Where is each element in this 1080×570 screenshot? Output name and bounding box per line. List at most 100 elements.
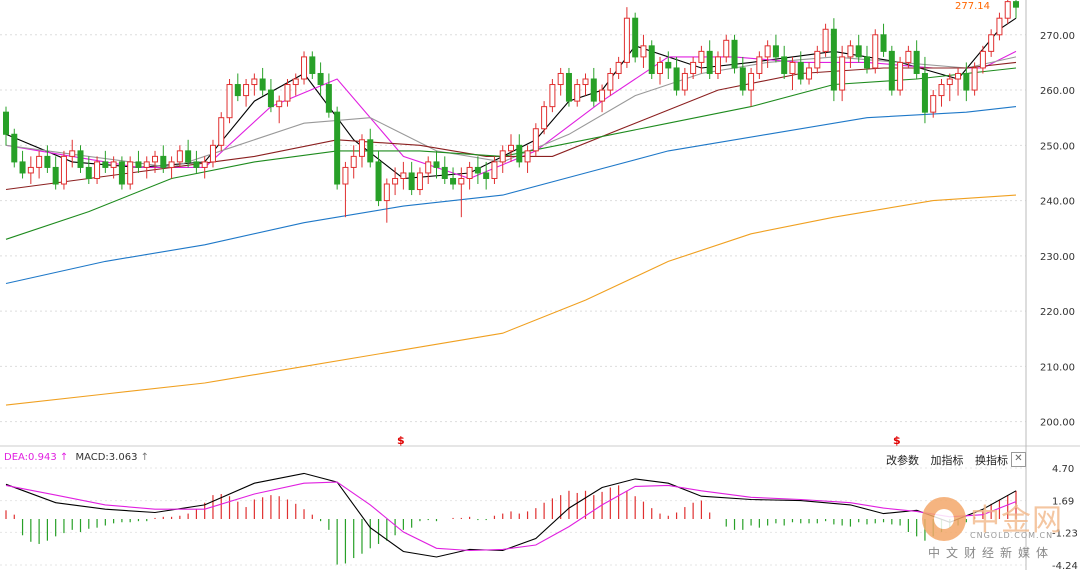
candle-body (872, 34, 879, 69)
candle-body (334, 111, 341, 185)
candle-body (839, 56, 846, 91)
candle-body (416, 172, 423, 191)
price-axis: 270.00 260.00 250.00 240.00 230.00 220.00 210.… (1040, 31, 1075, 429)
candle-body (698, 50, 705, 63)
macd-histogram (5, 485, 1017, 565)
macd-legend-value: MACD:3.063 (75, 452, 138, 463)
candle-body (450, 177, 457, 185)
candle-body (516, 144, 523, 163)
candle-body (69, 150, 76, 157)
candle-body (557, 72, 564, 86)
ma-line-ma30 (5, 61, 1017, 191)
watermark-url: CNGOLD.COM.CN (970, 531, 1054, 540)
close-indicator-button[interactable]: ✕ (1011, 452, 1026, 467)
candle-body (301, 56, 308, 80)
watermark: 中金网 CNGOLD.COM.CN 中文财经新媒体 (920, 495, 1080, 565)
candle-body (640, 45, 647, 58)
candle-body (632, 17, 639, 58)
candle-body (358, 139, 365, 157)
candle-body (60, 155, 67, 185)
candle-body (276, 100, 283, 108)
candle-body (681, 72, 688, 91)
candle-body (863, 56, 870, 69)
candle-body (855, 45, 862, 58)
candle-body (623, 17, 630, 63)
candle-body (483, 172, 490, 179)
candle-body (880, 34, 887, 52)
add-indicator-button[interactable]: 加指标 (930, 454, 964, 467)
candle-body (590, 78, 597, 102)
candle-body (731, 39, 738, 69)
candle-body (508, 144, 514, 152)
candle-body (168, 161, 175, 168)
candle-body (251, 78, 258, 86)
candle-body (466, 166, 473, 179)
candle-body (806, 67, 813, 80)
macd-arrow-icon: ↑ (140, 452, 150, 463)
candle-body (160, 155, 167, 168)
candle-body (764, 45, 771, 58)
candle-body (830, 28, 837, 91)
watermark-logo-icon (922, 497, 966, 541)
candle-body (11, 133, 18, 163)
candle-body (988, 34, 995, 52)
macd-lines (5, 472, 1017, 558)
candle-body (549, 84, 556, 108)
candle-body (1004, 1, 1011, 19)
candle-body (284, 84, 291, 102)
moving-average-lines (5, 17, 1017, 406)
candle-body (77, 150, 84, 168)
candle-body (930, 95, 937, 113)
signal-marker: $ (893, 434, 901, 447)
candle-body (847, 45, 854, 58)
candle-body (44, 155, 51, 168)
candle-body (36, 155, 43, 168)
ma-line-ma250 (5, 194, 1017, 406)
candle-body (913, 50, 920, 74)
y-tick-label: 270.00 (1040, 31, 1075, 42)
candle-body (267, 89, 274, 108)
switch-indicator-button[interactable]: 换指标 (975, 454, 1008, 467)
candle-body (499, 150, 506, 163)
candle-body (565, 72, 572, 102)
watermark-subtitle: 中文财经新媒体 (928, 546, 1055, 560)
candle-body (723, 39, 730, 58)
candle-body (209, 144, 216, 163)
indicator-toolbar: 改参数 加指标 换指标 (886, 452, 1016, 468)
candle-body (185, 150, 192, 163)
candle-body (599, 89, 606, 102)
candle-body (19, 161, 26, 174)
candle-body (234, 84, 241, 97)
candle-body (772, 45, 779, 58)
candle-body (309, 56, 316, 74)
candle-body (52, 166, 59, 185)
candle-body (85, 166, 92, 179)
candle-body (888, 50, 895, 91)
candle-body (706, 50, 713, 74)
candle-body (739, 67, 746, 91)
change-params-button[interactable]: 改参数 (886, 454, 919, 467)
candlesticks (3, 0, 1019, 223)
candle-body (756, 56, 763, 74)
candle-body (135, 161, 142, 168)
y-tick-label: 250.00 (1040, 141, 1075, 152)
candle-body (350, 155, 357, 168)
candle-body (979, 50, 986, 69)
y-tick-label: 260.00 (1040, 86, 1075, 97)
candle-body (342, 166, 349, 185)
candle-body (317, 72, 324, 86)
candle-body (143, 161, 150, 168)
candle-body (441, 166, 448, 179)
candle-body (383, 183, 390, 202)
watermark-title: 中金网 (970, 503, 1063, 538)
candle-body (797, 61, 804, 80)
macd-grid (0, 467, 1026, 566)
candle-body (392, 177, 399, 185)
candle-body (532, 128, 539, 152)
candle-body (582, 78, 589, 86)
candle-body (814, 50, 821, 69)
candle-body (574, 84, 581, 102)
candle-body (27, 166, 34, 174)
candle-body (118, 161, 125, 185)
